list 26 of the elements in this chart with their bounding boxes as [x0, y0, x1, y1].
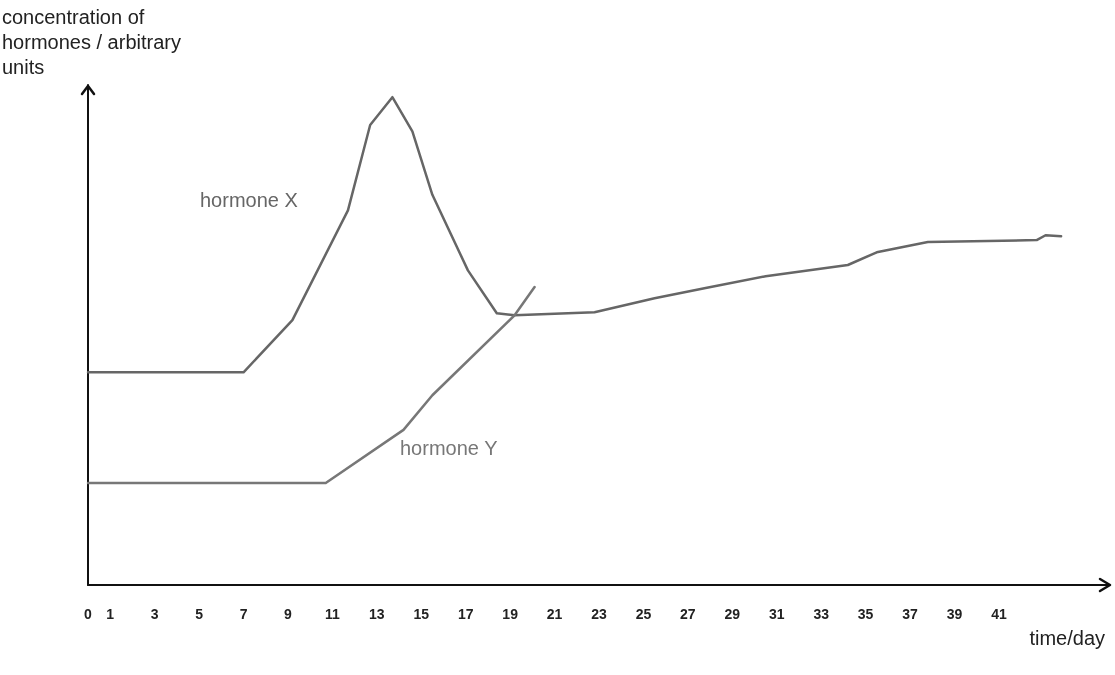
x-tick-label: 25 — [635, 606, 652, 622]
x-tick-label: 15 — [413, 606, 430, 622]
x-tick-label: 1 — [106, 606, 115, 622]
x-tick-label: 19 — [502, 606, 519, 622]
x-tick-label: 31 — [768, 606, 785, 622]
x-tick-label: 13 — [369, 606, 385, 622]
x-tick-label: 35 — [857, 606, 874, 622]
x-axis-title: time/day — [1029, 627, 1106, 649]
series-label: hormone Y — [400, 437, 498, 459]
x-tick-label: 39 — [946, 606, 963, 622]
y-axis-title: concentration of hormones / arbitrary units — [2, 5, 187, 78]
x-tick-label: 37 — [902, 606, 919, 622]
x-tick-label: 33 — [813, 606, 830, 622]
text: hormone X — [200, 189, 298, 211]
x-tick-label: 41 — [991, 606, 1007, 622]
x-tick-label: 11 — [324, 606, 340, 622]
x-tick-label: 21 — [546, 606, 563, 622]
x-tick-label: 3 — [150, 606, 159, 622]
x-tick-label: 17 — [457, 606, 474, 622]
x-tick-label: 27 — [680, 606, 696, 622]
x-tick-label: 0 — [84, 606, 93, 622]
x-tick-label: 5 — [195, 606, 204, 622]
x-tick-label: 7 — [239, 606, 248, 622]
x-tick-label: 9 — [284, 606, 293, 622]
x-tick-label: 23 — [591, 606, 607, 622]
x-tick-label: 29 — [724, 606, 741, 622]
